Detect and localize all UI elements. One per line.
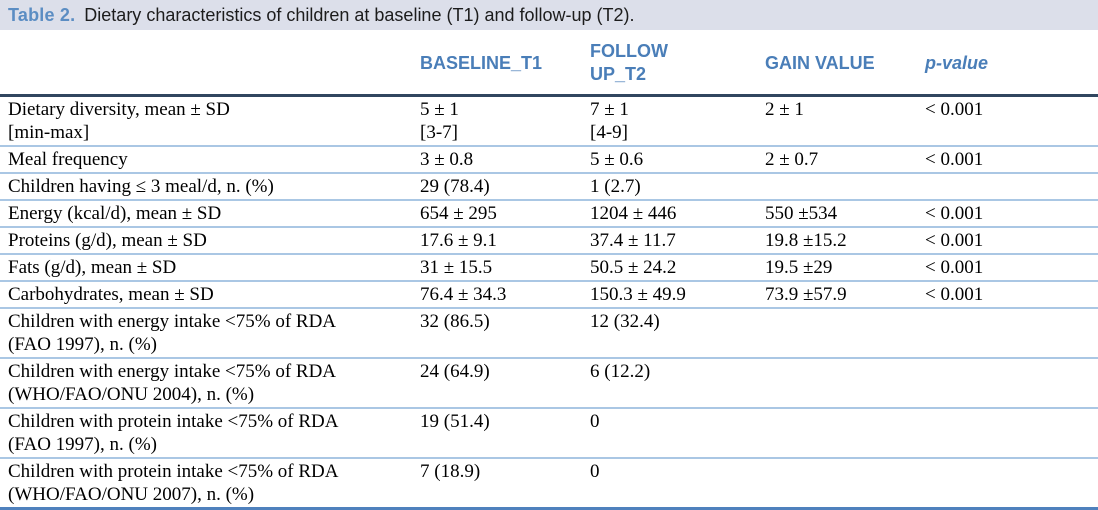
cell-baseline: 76.4 ± 34.3 [414, 280, 584, 308]
cell-baseline: 19 (51.4) [414, 407, 584, 458]
cell-pvalue: < 0.001 [919, 226, 1098, 254]
table-row: Proteins (g/d), mean ± SD 17.6 ± 9.1 37.4 … [0, 226, 1098, 254]
cell-label: Dietary diversity, mean ± SD [min-max] [8, 99, 230, 143]
table-row: Children with protein intake <75% of RDA… [0, 407, 1098, 458]
cell-followup: 5 ± 0.6 [584, 145, 759, 173]
cell-baseline: 24 (64.9) [414, 357, 584, 408]
table-caption-text: Dietary characteristics of children at b… [84, 4, 635, 25]
cell-pvalue: < 0.001 [925, 99, 984, 120]
cell-gain [759, 307, 919, 358]
cell-label: Children with energy intake <75% of RDA … [0, 307, 414, 358]
cell-followup: 6 (12.2) [584, 357, 759, 408]
cell-gain: 19.8 ±15.2 [759, 226, 919, 254]
cell-label: Children with protein intake <75% of RDA… [0, 457, 414, 509]
cell-pvalue: < 0.001 [919, 280, 1098, 308]
cell-pvalue: < 0.001 [919, 145, 1098, 173]
cell-followup: 37.4 ± 11.7 [584, 226, 759, 254]
cell-gain [759, 407, 919, 458]
table-row: Energy (kcal/d), mean ± SD 654 ± 295 1204 … [0, 199, 1098, 227]
cell-label: Children with energy intake <75% of RDA … [0, 357, 414, 408]
dietary-characteristics-table: BASELINE_T1 FOLLOW UP_T2 GAIN VALUE p-va… [0, 31, 1098, 510]
cell-gain: 2 ± 1 [765, 99, 804, 120]
cell-label: Energy (kcal/d), mean ± SD [0, 199, 414, 227]
cell-label: Carbohydrates, mean ± SD [0, 280, 414, 308]
cell-gain: 2 ± 0.7 [759, 145, 919, 173]
cell-pvalue [919, 357, 1098, 408]
table-row: Fats (g/d), mean ± SD 31 ± 15.5 50.5 ± 24.… [0, 253, 1098, 281]
table-row: Carbohydrates, mean ± SD 76.4 ± 34.3 150.3… [0, 280, 1098, 308]
cell-followup: 12 (32.4) [584, 307, 759, 358]
table-row: Dietary diversity, mean ± SD [min-max] 5 … [0, 96, 1098, 147]
cell-label: Meal frequency [0, 145, 414, 173]
cell-baseline: 3 ± 0.8 [414, 145, 584, 173]
cell-followup: 1 (2.7) [584, 172, 759, 200]
cell-followup: 50.5 ± 24.2 [584, 253, 759, 281]
cell-followup: 7 ± 1 [4-9] [590, 99, 629, 143]
table-caption-bar: Table 2. Dietary characteristics of chil… [0, 0, 1098, 30]
cell-label: Fats (g/d), mean ± SD [0, 253, 414, 281]
table-body: Dietary diversity, mean ± SD [min-max] 5 … [0, 96, 1098, 509]
cell-gain: 73.9 ±57.9 [759, 280, 919, 308]
cell-label: Children having ≤ 3 meal/d, n. (%) [0, 172, 414, 200]
cell-label: Proteins (g/d), mean ± SD [0, 226, 414, 254]
cell-baseline: 29 (78.4) [414, 172, 584, 200]
cell-gain: 19.5 ±29 [759, 253, 919, 281]
cell-pvalue [919, 307, 1098, 358]
cell-label: Children with protein intake <75% of RDA… [0, 407, 414, 458]
cell-baseline: 5 ± 1 [3-7] [420, 99, 459, 143]
column-header-baseline-t1: BASELINE_T1 [414, 31, 584, 97]
cell-gain [759, 457, 919, 509]
cell-pvalue: < 0.001 [919, 199, 1098, 227]
column-header-row-label [0, 31, 414, 97]
table-row: Children with energy intake <75% of RDA … [0, 307, 1098, 358]
cell-gain: 550 ±534 [759, 199, 919, 227]
header-row: BASELINE_T1 FOLLOW UP_T2 GAIN VALUE p-va… [0, 31, 1098, 97]
cell-followup: 150.3 ± 49.9 [584, 280, 759, 308]
cell-pvalue: < 0.001 [919, 253, 1098, 281]
cell-gain [759, 172, 919, 200]
cell-pvalue [919, 407, 1098, 458]
cell-baseline: 31 ± 15.5 [414, 253, 584, 281]
cell-baseline: 654 ± 295 [414, 199, 584, 227]
cell-pvalue [919, 172, 1098, 200]
table-caption-number: Table 2. [8, 4, 76, 25]
table-row: Meal frequency 3 ± 0.8 5 ± 0.6 2 ± 0.7 < 0.0… [0, 145, 1098, 173]
column-header-followup-t2: FOLLOW UP_T2 [584, 31, 759, 97]
cell-pvalue [919, 457, 1098, 509]
cell-baseline: 32 (86.5) [414, 307, 584, 358]
table-row: Children having ≤ 3 meal/d, n. (%) 29 (78… [0, 172, 1098, 200]
cell-followup: 1204 ± 446 [584, 199, 759, 227]
cell-baseline: 17.6 ± 9.1 [414, 226, 584, 254]
column-header-gain-value: GAIN VALUE [759, 31, 919, 97]
table-row: Children with protein intake <75% of RDA… [0, 457, 1098, 509]
cell-followup: 0 [584, 407, 759, 458]
table-row: Children with energy intake <75% of RDA … [0, 357, 1098, 408]
cell-gain [759, 357, 919, 408]
cell-baseline: 7 (18.9) [414, 457, 584, 509]
cell-followup: 0 [584, 457, 759, 509]
column-header-p-value: p-value [919, 31, 1098, 97]
